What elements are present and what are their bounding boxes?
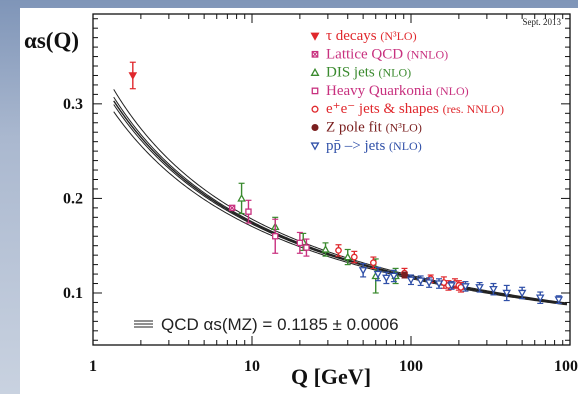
legend-entry: Heavy Quarkonia (NLO) <box>326 83 469 99</box>
y-tick-label: 0.2 <box>63 190 83 207</box>
legend-entry-name: Z pole fit <box>326 120 386 136</box>
legend-entry: Z pole fit (N³LO) <box>326 120 422 136</box>
legend-entry: e⁺e⁻ jets & shapes (res. NNLO) <box>326 101 504 117</box>
legend-entry-suffix: (NLO) <box>389 139 422 153</box>
data-point <box>447 282 456 290</box>
legend-entry-name: τ decays <box>326 28 380 44</box>
fit-legend: QCD αs(MZ) = 0.1185 ± 0.0006 <box>134 315 399 334</box>
data-point <box>272 233 279 240</box>
legend-marker <box>310 32 320 41</box>
legend-entry-name: DIS jets <box>326 65 379 81</box>
y-tick-label: 0.1 <box>63 285 83 302</box>
legend-marker <box>311 87 319 95</box>
legend-entry-name: e⁺e⁻ jets & shapes <box>326 101 443 117</box>
legend-entry-suffix: (res. NNLO) <box>443 102 504 116</box>
data-point <box>434 280 444 289</box>
data-point <box>373 270 383 279</box>
y-axis-title: αs(Q) <box>24 28 79 53</box>
data-point <box>296 239 304 247</box>
legend-marker <box>311 123 319 132</box>
data-point <box>389 272 399 281</box>
x-tick-label: 1 <box>89 358 97 375</box>
legend-entry-name: Heavy Quarkonia <box>326 83 436 99</box>
data-point <box>350 253 358 261</box>
data-point <box>370 259 377 267</box>
legend-marker <box>310 67 320 76</box>
data-point <box>401 271 409 279</box>
data-point <box>335 247 342 254</box>
chart-panel <box>20 8 578 394</box>
legend-entry-suffix: (NLO) <box>379 66 412 80</box>
legend-entry: pp̄ –> jets (NLO) <box>326 138 422 154</box>
legend-entry: Lattice QCD (NNLO) <box>326 46 448 62</box>
legend-entry-suffix: (N³LO) <box>380 29 416 43</box>
data-point <box>406 276 416 285</box>
legend-entry: τ decays (N³LO) <box>326 28 417 44</box>
axis-ticks <box>92 14 571 345</box>
data-point <box>416 277 425 286</box>
legend-entry-suffix: (NLO) <box>436 84 469 98</box>
legend-entry-name: pp̄ –> jets <box>326 138 389 154</box>
fit-label: QCD αs(MZ) = 0.1185 ± 0.0006 <box>161 315 399 334</box>
data-point <box>517 289 527 298</box>
legend-marker-cross <box>311 51 319 58</box>
x-tick-label: 10 <box>244 358 260 375</box>
data-point <box>128 72 138 81</box>
legend-marker <box>310 142 320 151</box>
legend-entry-suffix: (NNLO) <box>407 47 448 61</box>
date-stamp: Sept. 2013 <box>522 17 561 27</box>
data-point <box>489 285 498 294</box>
data-point-cross <box>229 204 236 211</box>
data-point <box>245 208 252 215</box>
data-point <box>358 267 368 275</box>
data-point <box>502 289 512 298</box>
data-point <box>554 296 564 305</box>
x-axis-title: Q [GeV] <box>291 364 371 389</box>
legend-entry-name: Lattice QCD <box>326 46 407 62</box>
y-tick-label: 0.3 <box>63 96 83 113</box>
data-point <box>382 274 391 283</box>
data-point <box>424 279 434 288</box>
data-point <box>475 284 484 292</box>
x-tick-label: 100 <box>399 358 423 375</box>
data-point <box>343 252 353 261</box>
fit-band <box>113 89 567 306</box>
legend: τ decays (N³LO) Lattice QCD (NNLO) DIS jet… <box>310 28 504 154</box>
data-point <box>237 193 246 202</box>
legend-entry-suffix: (N³LO) <box>386 121 422 135</box>
data-point <box>303 244 310 251</box>
data-points <box>128 61 564 305</box>
legend-marker <box>311 105 319 113</box>
data-point <box>461 283 470 291</box>
data-point <box>535 294 545 303</box>
data-point <box>321 244 330 253</box>
fit-central-line <box>113 100 567 305</box>
fit-band-line <box>113 111 567 306</box>
legend-entry: DIS jets (NLO) <box>326 65 411 81</box>
